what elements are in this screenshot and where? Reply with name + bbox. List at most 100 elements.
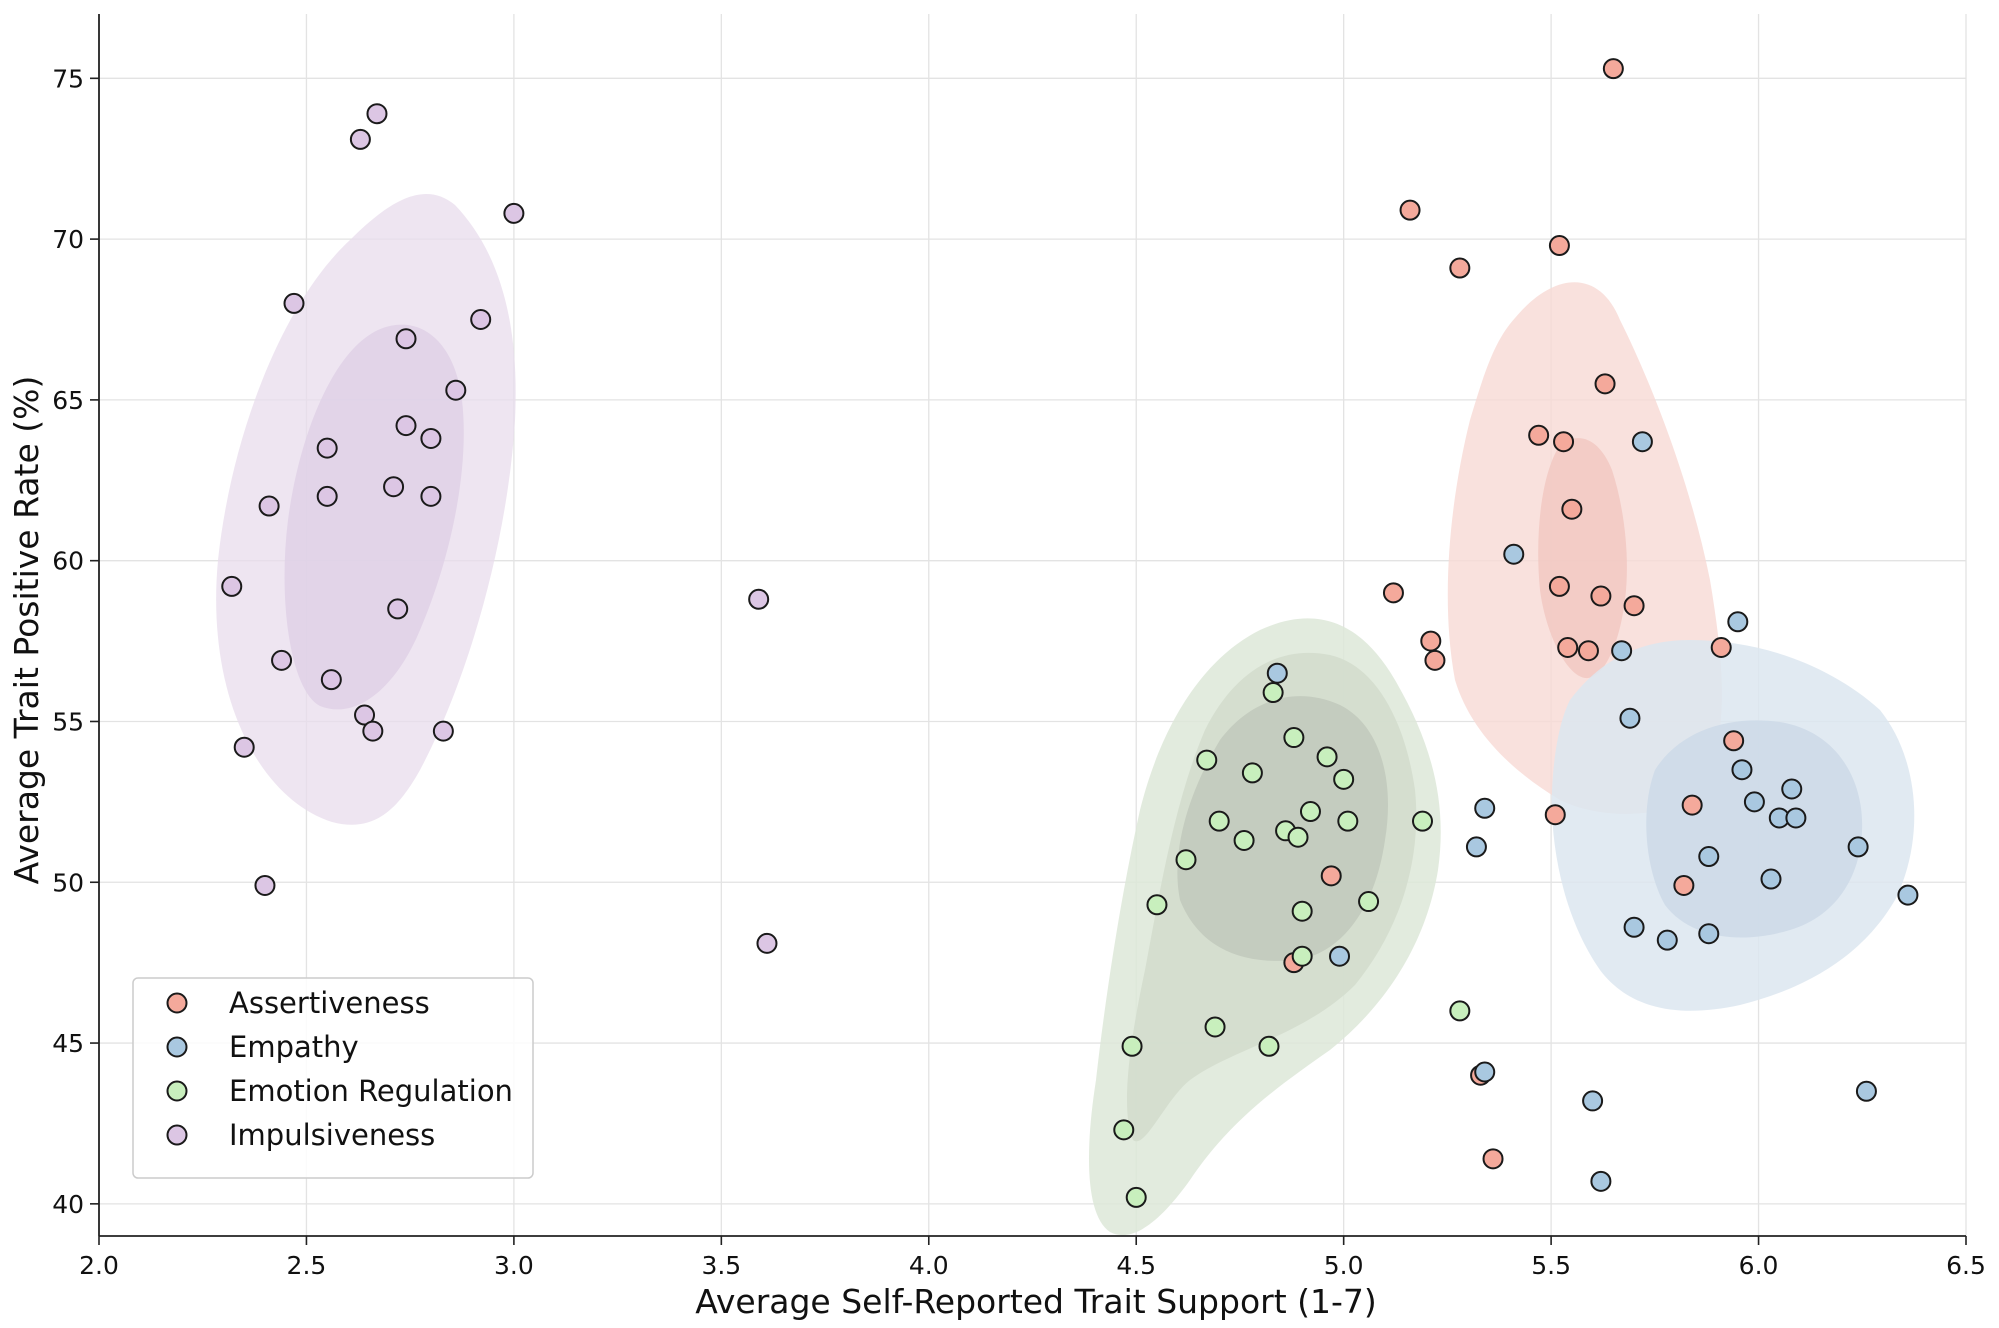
assertiveness-point (1590, 585, 1612, 607)
empathy-point (1590, 1170, 1612, 1192)
y-tick-label: 55 (52, 707, 84, 736)
emotion-regulation-point (1208, 810, 1230, 832)
data-points (221, 58, 1919, 1208)
impulsiveness-point (445, 379, 467, 401)
assertiveness-point (1594, 373, 1616, 395)
x-axis-title: Average Self-Reported Trait Support (1-7… (695, 1282, 1377, 1321)
x-tick-label: 6.5 (1946, 1251, 1986, 1280)
impulsiveness-point (254, 874, 276, 896)
y-tick-label: 45 (52, 1029, 84, 1058)
emotion-regulation-point (1291, 900, 1313, 922)
emotion-regulation-point (1291, 945, 1313, 967)
impulsiveness-point (420, 485, 442, 507)
empathy-point (1474, 797, 1496, 819)
empathy-point (1623, 916, 1645, 938)
impulsiveness-point (420, 427, 442, 449)
impulsiveness-point (233, 736, 255, 758)
empathy-point (1785, 807, 1807, 829)
legend-marker-assertiveness (166, 992, 188, 1014)
emotion-regulation-point (1262, 682, 1284, 704)
assertiveness-point (1424, 649, 1446, 671)
assertiveness-point (1449, 257, 1471, 279)
assertiveness-point (1548, 575, 1570, 597)
impulsiveness-point (354, 704, 376, 726)
empathy-point (1847, 836, 1869, 858)
assertiveness-point (1399, 199, 1421, 221)
impulsiveness-point (258, 495, 280, 517)
emotion-regulation-point (1337, 810, 1359, 832)
impulsiveness-point (503, 202, 525, 224)
impulsiveness-point (283, 292, 305, 314)
empathy-point (1698, 846, 1720, 868)
y-tick-label: 40 (52, 1190, 84, 1219)
assertiveness-point (1577, 640, 1599, 662)
emotion-regulation-point (1113, 1119, 1135, 1141)
empathy-point (1760, 868, 1782, 890)
axis-labels: 2.0 2.5 3.0 3.5 4.0 4.5 5.0 5.5 6.0 6.5 40 45 50 55 60… (52, 64, 1986, 1280)
impulsiveness-point (395, 328, 417, 350)
empathy-point (1329, 945, 1351, 967)
emotion-regulation-point (1241, 762, 1263, 784)
assertiveness-point (1673, 874, 1695, 896)
impulsiveness-point (748, 588, 770, 610)
assertiveness-point (1528, 424, 1550, 446)
x-tick-label: 4.5 (1116, 1251, 1156, 1280)
empathy-point (1656, 929, 1678, 951)
impulsiveness-point (349, 128, 371, 150)
assertiveness-point (1557, 637, 1579, 659)
x-tick-label: 4.0 (909, 1251, 949, 1280)
emotion-regulation-point (1196, 749, 1218, 771)
emotion-regulation-point (1175, 849, 1197, 871)
impulsiveness-point (366, 103, 388, 125)
assertiveness-density-inner (1538, 438, 1627, 679)
assertiveness-point (1420, 630, 1442, 652)
empathy-point (1465, 836, 1487, 858)
empathy-point (1474, 1061, 1496, 1083)
empathy-point (1611, 640, 1633, 662)
emotion-regulation-point (1299, 801, 1321, 823)
empathy-point (1781, 778, 1803, 800)
legend-marker-impulsiveness (166, 1124, 188, 1146)
y-tick-label: 60 (52, 547, 84, 576)
empathy-point (1582, 1090, 1604, 1112)
legend-marker-emotion-regulation (166, 1080, 188, 1102)
legend: Assertiveness Empathy Emotion Regulation Im… (132, 977, 534, 1179)
assertiveness-point (1561, 498, 1583, 520)
impulsiveness-point (387, 598, 409, 620)
empathy-point (1503, 543, 1525, 565)
x-tick-label: 2.0 (79, 1251, 119, 1280)
assertiveness-point (1548, 235, 1570, 257)
impulsiveness-point (316, 437, 338, 459)
assertiveness-point (1681, 794, 1703, 816)
emotion-regulation-point (1146, 894, 1168, 916)
impulsiveness-point (470, 309, 492, 330)
assertiveness-point (1602, 58, 1624, 80)
empathy-point (1855, 1080, 1877, 1102)
assertiveness-point (1482, 1148, 1504, 1170)
emotion-regulation-point (1316, 746, 1338, 768)
assertiveness-point (1382, 582, 1404, 604)
legend-label-empathy: Empathy (229, 1030, 359, 1064)
emotion-regulation-point (1125, 1186, 1147, 1208)
empathy-point (1698, 923, 1720, 945)
assertiveness-point (1544, 804, 1566, 826)
emotion-regulation-point (1333, 768, 1355, 790)
emotion-regulation-point (1204, 1016, 1226, 1038)
assertiveness-point (1710, 637, 1732, 659)
y-tick-label: 50 (52, 868, 84, 897)
empathy-point (1731, 759, 1753, 781)
emotion-regulation-point (1121, 1035, 1143, 1057)
assertiveness-point (1553, 431, 1575, 453)
empathy-point (1743, 791, 1765, 813)
legend-label-emotion-regulation: Emotion Regulation (229, 1074, 513, 1108)
empathy-point (1266, 662, 1288, 684)
impulsiveness-point (316, 485, 338, 507)
assertiveness-point (1723, 730, 1745, 752)
empathy-density-inner (1646, 720, 1863, 938)
assertiveness-point (1623, 595, 1645, 617)
impulsiveness-point (320, 669, 342, 691)
legend-label-assertiveness: Assertiveness (229, 986, 430, 1020)
impulsiveness-point (383, 476, 405, 498)
y-tick-label: 70 (52, 225, 84, 254)
